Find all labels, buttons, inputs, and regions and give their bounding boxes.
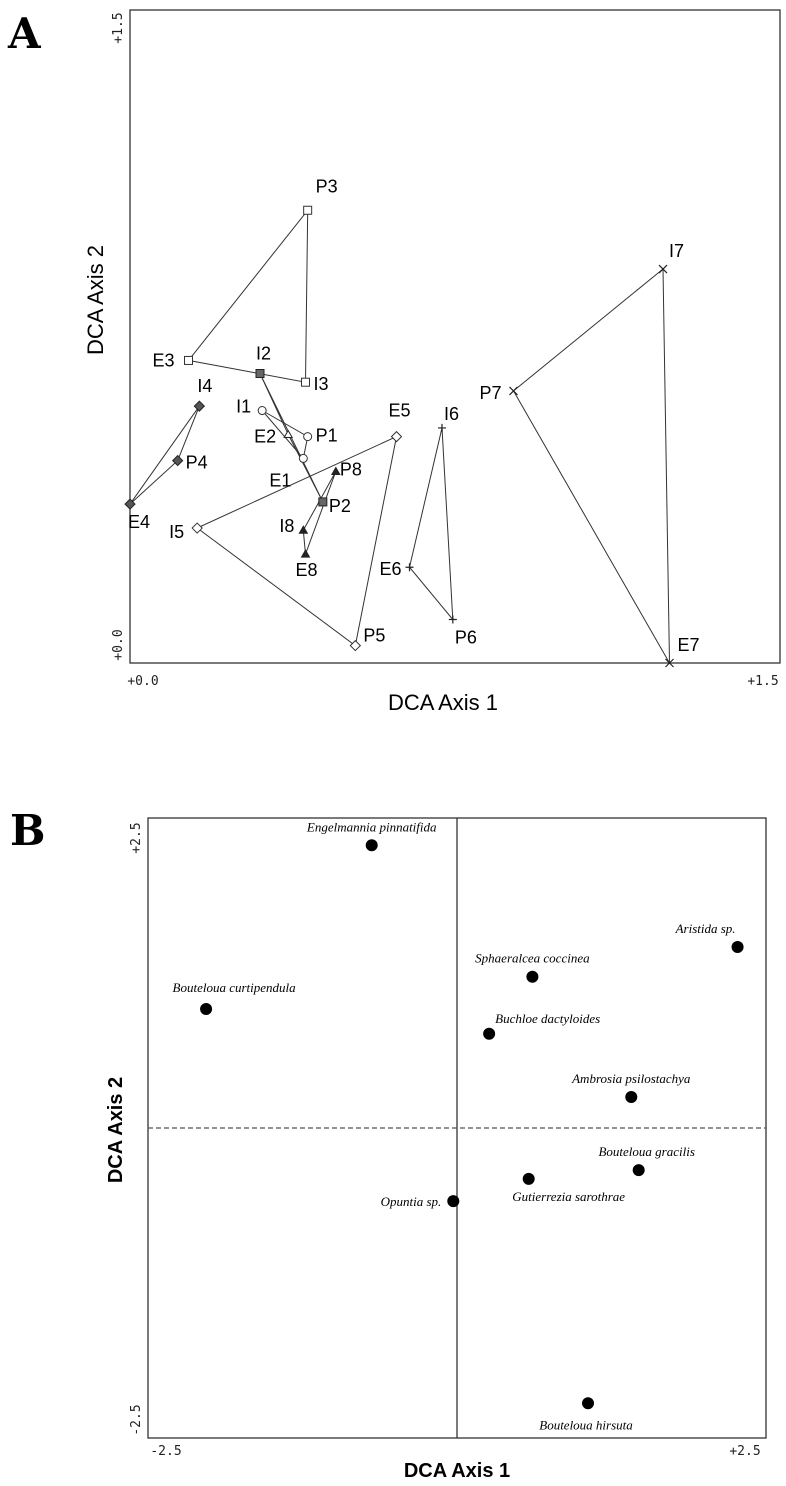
panel-b-y-tick-max: +2.5 bbox=[129, 822, 144, 853]
panel-b-point-label-sphaeralcea-coccinea: Sphaeralcea coccinea bbox=[475, 951, 590, 966]
panel-a-plot-frame bbox=[129, 9, 781, 664]
panel-b-point-bouteloua-curtipendula bbox=[200, 1002, 213, 1015]
panel-b-y-axis-title: DCA Axis 2 bbox=[105, 1077, 127, 1183]
panel-a-point-i3 bbox=[301, 377, 310, 387]
panel-a-point-label-p7: P7 bbox=[480, 383, 502, 403]
panel-b-point-label-bouteloua-gracilis: Bouteloua gracilis bbox=[598, 1144, 694, 1159]
panel-b-x-axis-title: DCA Axis 1 bbox=[404, 1460, 510, 1482]
panel-a-point-i8 bbox=[298, 525, 309, 534]
panel-a-point-label-p8: P8 bbox=[340, 459, 362, 479]
panel-b: B -2.5 +2.5 -2.5 +2.5 DCA Axis 1 DCA Axi… bbox=[10, 806, 767, 1482]
panel-b-point-gutierrezia-sarothrae bbox=[522, 1172, 535, 1185]
panel-a-group-hull bbox=[408, 427, 454, 621]
panel-a-x-tick-min: +0.0 bbox=[127, 674, 158, 689]
panel-a-point-label-e6: E6 bbox=[380, 559, 402, 579]
panel-a-point-e5 bbox=[390, 430, 403, 443]
panel-b-point-bouteloua-hirsuta bbox=[582, 1397, 595, 1410]
panel-a: A +0.0 +1.5 +0.0 +1.5 DCA Axis 1 DCA Axi… bbox=[7, 9, 781, 715]
panel-a-point-label-e1: E1 bbox=[269, 470, 291, 490]
panel-b-point-label-bouteloua-curtipendula: Bouteloua curtipendula bbox=[173, 980, 297, 995]
panel-b-x-tick-min: -2.5 bbox=[150, 1444, 181, 1459]
panel-a-point-label-e5: E5 bbox=[389, 401, 411, 421]
panel-a-points: E1 I1 P1 E2 P2 I2 E3 P3 I3 E4 P4 I4 E5 I5 P5 E6 I6 P6 E7 I7… bbox=[124, 176, 700, 668]
panel-b-point-aristida-sp bbox=[731, 940, 744, 953]
panel-b-point-opuntia-sp bbox=[447, 1195, 460, 1208]
panel-b-point-bouteloua-gracilis bbox=[632, 1164, 645, 1177]
panel-a-point-label-i4: I4 bbox=[197, 376, 212, 396]
panel-a-point-i1 bbox=[257, 406, 267, 416]
panel-a-point-label-i1: I1 bbox=[236, 397, 251, 417]
panel-a-point-label-p6: P6 bbox=[455, 627, 477, 647]
panel-a-point-label-e4: E4 bbox=[128, 512, 150, 532]
panel-a-point-e2 bbox=[283, 429, 294, 438]
panel-b-point-label-bouteloua-hirsuta: Bouteloua hirsuta bbox=[539, 1417, 633, 1432]
panel-b-points: Engelmannia pinnatifida Aristida sp. Sphae… bbox=[173, 819, 744, 1432]
panel-a-x-axis-title: DCA Axis 1 bbox=[388, 690, 498, 715]
panel-a-point-label-e3: E3 bbox=[153, 350, 175, 370]
panel-b-point-label-opuntia-sp: Opuntia sp. bbox=[381, 1194, 442, 1209]
panel-b-point-sphaeralcea-coccinea bbox=[526, 970, 539, 983]
panel-a-point-label-e2: E2 bbox=[254, 426, 276, 446]
panel-b-point-label-gutierrezia-sarothrae: Gutierrezia sarothrae bbox=[512, 1189, 625, 1204]
panel-b-point-label-engelmannia-pinnatifida: Engelmannia pinnatifida bbox=[306, 819, 437, 834]
panel-b-point-ambrosia-psilostachya bbox=[625, 1091, 638, 1103]
panel-b-point-label-ambrosia-psilostachya: Ambrosia psilostachya bbox=[571, 1071, 691, 1086]
panel-a-point-p7 bbox=[509, 386, 518, 396]
panel-a-point-label-i5: I5 bbox=[169, 522, 184, 542]
panel-a-point-p1 bbox=[303, 432, 313, 442]
panel-b-letter: B bbox=[10, 806, 46, 855]
panel-b-x-tick-max: +2.5 bbox=[729, 1444, 760, 1459]
panel-a-point-label-i2: I2 bbox=[256, 344, 271, 364]
panel-a-point-label-i8: I8 bbox=[279, 516, 294, 536]
panel-a-point-i7 bbox=[658, 264, 668, 274]
panel-a-point-p8 bbox=[330, 466, 341, 475]
panel-a-y-tick-min: +0.0 bbox=[111, 629, 126, 660]
panel-a-point-label-i6: I6 bbox=[444, 404, 459, 424]
panel-a-letter: A bbox=[7, 9, 42, 58]
panel-a-point-p4 bbox=[171, 454, 184, 467]
panel-b-y-tick-min: -2.5 bbox=[129, 1404, 144, 1435]
panel-a-point-p6 bbox=[448, 615, 457, 624]
panel-a-point-e1 bbox=[298, 453, 308, 463]
panel-a-point-e4 bbox=[124, 498, 136, 510]
panel-b-point-label-aristida-sp: Aristida sp. bbox=[675, 921, 736, 936]
panel-a-group-hull bbox=[187, 208, 309, 383]
panel-a-point-i2 bbox=[255, 369, 265, 379]
panel-a-point-label-p3: P3 bbox=[316, 176, 338, 196]
panel-a-y-axis-title: DCA Axis 2 bbox=[83, 245, 108, 355]
panel-a-point-e6 bbox=[405, 563, 414, 572]
panel-a-point-i5 bbox=[191, 522, 203, 534]
panel-a-point-e7 bbox=[665, 658, 674, 668]
panel-a-point-p5 bbox=[349, 639, 362, 652]
panel-a-point-p3 bbox=[303, 205, 313, 215]
panel-b-point-buchloe-dactyloides bbox=[483, 1027, 496, 1040]
panel-a-point-label-e7: E7 bbox=[678, 635, 700, 655]
panel-a-point-label-i7: I7 bbox=[669, 241, 684, 261]
panel-b-point-label-buchloe-dactyloides: Buchloe dactyloides bbox=[495, 1011, 600, 1026]
panel-a-point-e3 bbox=[184, 355, 193, 365]
panel-b-point-engelmannia-pinnatifida bbox=[365, 839, 378, 852]
panel-a-point-e8 bbox=[300, 549, 311, 558]
panel-a-point-label-e8: E8 bbox=[296, 560, 318, 580]
panel-a-point-label-p5: P5 bbox=[363, 626, 385, 646]
panel-a-point-label-p1: P1 bbox=[316, 426, 338, 446]
panel-a-point-p2 bbox=[318, 497, 328, 507]
panel-a-point-i6 bbox=[438, 423, 446, 432]
panel-a-point-label-p2: P2 bbox=[329, 496, 351, 516]
panel-a-point-i4 bbox=[193, 400, 206, 412]
panel-a-x-tick-max: +1.5 bbox=[747, 674, 778, 689]
panel-a-point-label-p4: P4 bbox=[186, 453, 208, 473]
panel-a-group-hull bbox=[129, 405, 200, 505]
panel-a-hulls bbox=[129, 208, 670, 664]
panel-a-point-label-i3: I3 bbox=[314, 374, 329, 394]
panel-a-group-hull bbox=[196, 435, 398, 647]
panel-a-group-hull bbox=[512, 267, 670, 664]
panel-a-y-tick-max: +1.5 bbox=[111, 12, 126, 43]
